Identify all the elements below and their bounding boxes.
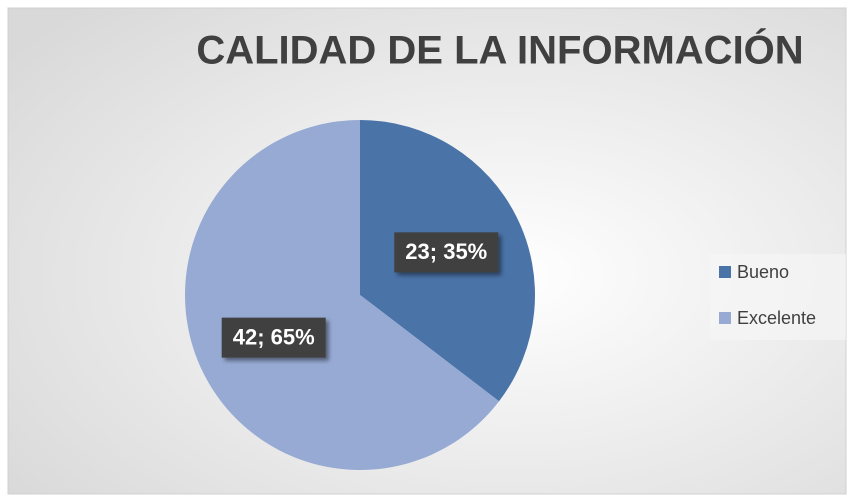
- pie-slice: [184, 120, 500, 471]
- data-label: 42; 65%: [233, 324, 315, 349]
- legend-marker: [719, 266, 731, 278]
- data-label-box: [221, 317, 326, 358]
- legend-label: Bueno: [737, 262, 789, 282]
- chart-title: CALIDAD DE LA INFORMACIÓN: [196, 27, 803, 73]
- legend-label: Excelente: [737, 308, 816, 328]
- legend-marker: [719, 312, 731, 324]
- data-label-box: [394, 232, 499, 273]
- legend: [710, 254, 846, 340]
- data-label: 23; 35%: [405, 239, 487, 264]
